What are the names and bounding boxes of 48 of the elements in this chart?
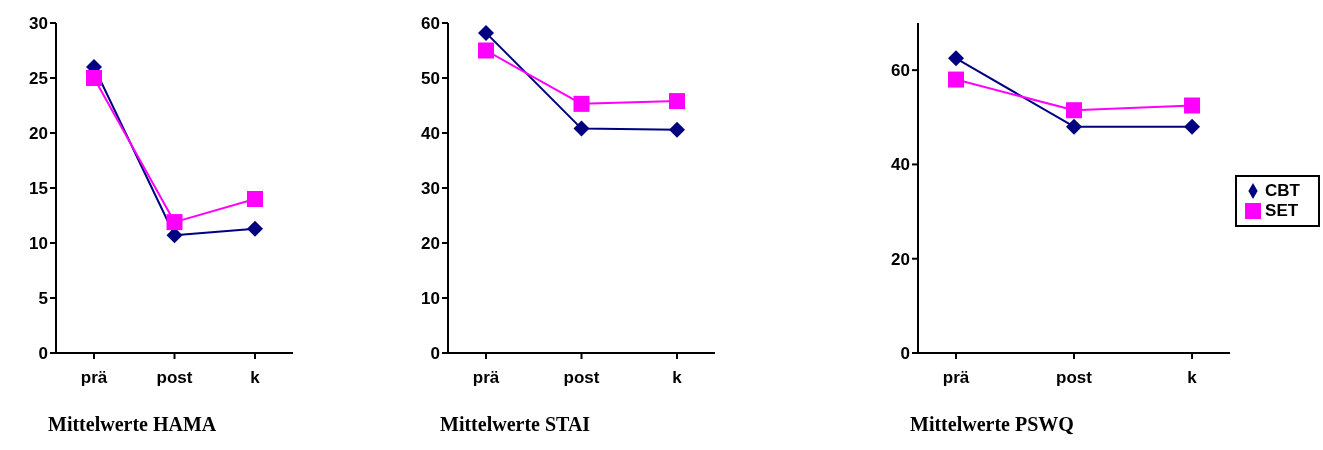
point — [478, 42, 494, 59]
y-tick-label: 60 — [891, 61, 910, 81]
point — [573, 120, 590, 137]
y-tick-label: 50 — [421, 69, 440, 89]
y-tick-label: 15 — [29, 179, 48, 199]
text: Mittelwerte PSWQ — [910, 413, 1074, 436]
point — [1184, 118, 1201, 135]
x-tick-label: post — [563, 368, 600, 388]
y-tick-label: 25 — [29, 69, 48, 89]
point — [86, 70, 102, 86]
y-tick-label: 10 — [421, 289, 440, 309]
x-tick-label: k — [1187, 368, 1198, 388]
point — [948, 71, 964, 88]
point — [669, 121, 685, 138]
y-tick-label: 0 — [900, 344, 910, 364]
y-tick-label: 20 — [891, 249, 910, 269]
x-tick-label: prä — [942, 368, 970, 388]
y-tick-label: 60 — [421, 14, 440, 34]
point — [478, 24, 494, 41]
x-tick-label: k — [672, 368, 683, 388]
x-tick-label: prä — [472, 368, 500, 388]
point — [166, 214, 183, 231]
y-tick-label: 20 — [29, 124, 48, 144]
point — [1066, 118, 1083, 135]
text: Mittelwerte HAMA — [48, 413, 217, 436]
legend-label: SET — [1265, 200, 1299, 220]
y-tick-label: 30 — [421, 179, 440, 199]
x-tick-label: prä — [80, 368, 108, 388]
point — [573, 95, 590, 112]
y-tick-label: 5 — [38, 289, 48, 309]
y-tick-label: 0 — [430, 344, 440, 364]
y-tick-label: 40 — [891, 155, 910, 175]
point — [669, 93, 685, 110]
legend-label: CBT — [1265, 180, 1300, 200]
point — [948, 50, 964, 67]
y-tick-label: 0 — [38, 344, 48, 364]
point — [1066, 102, 1083, 119]
point — [247, 220, 263, 237]
point — [1184, 97, 1201, 114]
y-tick-label: 40 — [421, 124, 440, 144]
point — [247, 191, 263, 207]
text: Mittelwerte STAI — [440, 413, 591, 436]
x-tick-label: post — [156, 368, 193, 388]
y-tick-label: 30 — [29, 14, 48, 34]
x-tick-label: post — [1056, 368, 1093, 388]
y-tick-label: 10 — [29, 234, 48, 254]
y-tick-label: 20 — [421, 234, 440, 254]
x-tick-label: k — [250, 368, 261, 388]
